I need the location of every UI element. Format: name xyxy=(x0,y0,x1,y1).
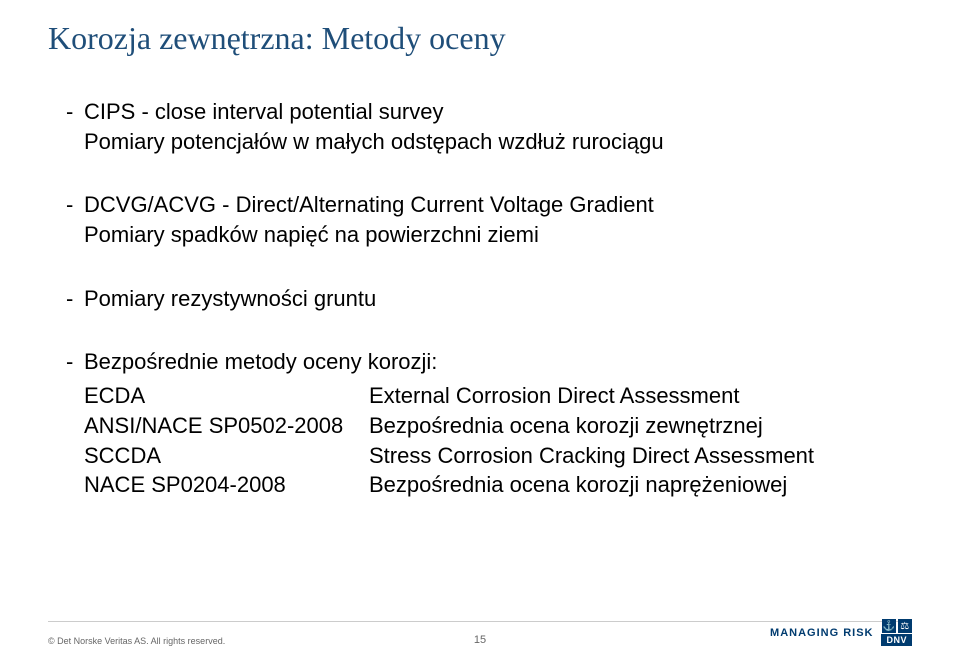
tagline-text: MANAGING RISK xyxy=(770,627,873,639)
method-code: ECDA xyxy=(84,381,369,411)
method-code: ANSI/NACE SP0502-2008 xyxy=(84,411,369,441)
dash-icon: - xyxy=(66,97,84,127)
methods-header: -Bezpośrednie metody oceny korozji: xyxy=(66,347,912,377)
method-desc: External Corrosion Direct Assessment xyxy=(369,381,739,411)
method-desc: Stress Corrosion Cracking Direct Assessm… xyxy=(369,441,814,471)
logo-icons: ⚓ ⚖ xyxy=(882,619,912,633)
logo-text: DNV xyxy=(881,634,912,646)
bullet-text: Pomiary rezystywności gruntu xyxy=(84,286,376,311)
methods-list: ECDA External Corrosion Direct Assessmen… xyxy=(66,381,912,500)
method-row: NACE SP0204-2008 Bezpośrednia ocena koro… xyxy=(84,470,912,500)
method-row: ECDA External Corrosion Direct Assessmen… xyxy=(84,381,912,411)
slide-container: Korozja zewnętrzna: Metody oceny -CIPS -… xyxy=(0,0,960,670)
method-desc: Bezpośrednia ocena korozji zewnętrznej xyxy=(369,411,763,441)
bullet-text: CIPS - close interval potential survey xyxy=(84,99,444,124)
bullet-main: -CIPS - close interval potential survey xyxy=(66,97,912,127)
slide-title: Korozja zewnętrzna: Metody oceny xyxy=(48,20,912,57)
footer-brand: MANAGING RISK ⚓ ⚖ DNV xyxy=(770,619,912,646)
bullet-main: -Pomiary rezystywności gruntu xyxy=(66,284,912,314)
anchor-icon: ⚓ xyxy=(882,619,896,633)
content-area: -CIPS - close interval potential survey … xyxy=(48,97,912,500)
scale-icon: ⚖ xyxy=(898,619,912,633)
method-code: NACE SP0204-2008 xyxy=(84,470,369,500)
copyright-text: © Det Norske Veritas AS. All rights rese… xyxy=(48,636,225,646)
bullet-sub: Pomiary potencjałów w małych odstępach w… xyxy=(66,127,912,157)
dash-icon: - xyxy=(66,190,84,220)
methods-header-text: Bezpośrednie metody oceny korozji: xyxy=(84,349,437,374)
method-desc: Bezpośrednia ocena korozji naprężeniowej xyxy=(369,470,787,500)
bullet-item: -Pomiary rezystywności gruntu xyxy=(66,284,912,314)
page-number: 15 xyxy=(474,634,486,646)
bullet-main: -DCVG/ACVG - Direct/Alternating Current … xyxy=(66,190,912,220)
methods-block: -Bezpośrednie metody oceny korozji: ECDA… xyxy=(66,347,912,499)
bullet-item: -CIPS - close interval potential survey … xyxy=(66,97,912,156)
dash-icon: - xyxy=(66,284,84,314)
dash-icon: - xyxy=(66,347,84,377)
dnv-logo: ⚓ ⚖ DNV xyxy=(881,619,912,646)
bullet-item: -DCVG/ACVG - Direct/Alternating Current … xyxy=(66,190,912,249)
bullet-text: DCVG/ACVG - Direct/Alternating Current V… xyxy=(84,192,654,217)
method-code: SCCDA xyxy=(84,441,369,471)
method-row: SCCDA Stress Corrosion Cracking Direct A… xyxy=(84,441,912,471)
footer: © Det Norske Veritas AS. All rights rese… xyxy=(48,619,912,646)
method-row: ANSI/NACE SP0502-2008 Bezpośrednia ocena… xyxy=(84,411,912,441)
bullet-sub: Pomiary spadków napięć na powierzchni zi… xyxy=(66,220,912,250)
